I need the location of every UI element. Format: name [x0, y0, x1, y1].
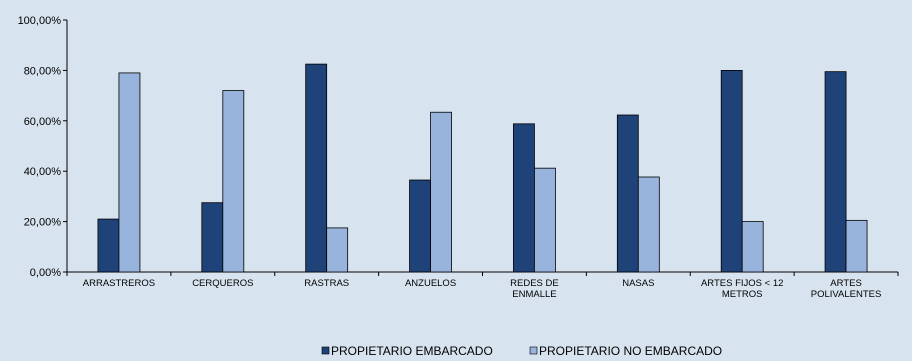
x-tick-label-line: CERQUEROS [192, 278, 253, 289]
bar-series-2 [118, 72, 141, 273]
bar-series-1 [409, 179, 431, 273]
bar-series-2 [637, 176, 660, 273]
x-tick-label: REDES DE ENMALLE [510, 278, 559, 300]
y-tick-label: 80,00% [24, 65, 62, 77]
x-tick-label: ARTES FIJOS < 12 METROS [701, 278, 783, 300]
legend-swatch-1 [321, 346, 330, 355]
x-tick-label: ARTES POLIVALENTES [811, 278, 882, 300]
legend-label-2: PROPIETARIO NO EMBARCADO [539, 344, 722, 358]
bar-series-2 [741, 221, 764, 273]
x-tick-label-line: ANZUELOS [405, 278, 456, 289]
x-tick-label-line: NASAS [622, 278, 654, 289]
x-tick-label-line: POLIVALENTES [811, 289, 882, 300]
bar-series-2 [430, 111, 452, 273]
bar-series-1 [201, 202, 224, 273]
x-tick-label-line: ENMALLE [512, 289, 556, 300]
bar-series-1 [616, 114, 639, 273]
bar-series-1 [305, 63, 328, 273]
x-tick-label-line: ARTES FIJOS < 12 [701, 278, 783, 289]
x-tick-label-line: METROS [722, 289, 763, 300]
bar-series-1 [513, 123, 535, 273]
bar-series-2 [222, 90, 245, 273]
x-tick-label-line: ARRASTREROS [83, 278, 155, 289]
bar-series-2 [534, 167, 556, 273]
y-tick-label: 100,00% [18, 15, 62, 27]
x-tick-label: ANZUELOS [405, 278, 456, 289]
bar-series-1 [720, 70, 743, 273]
x-tick-label-line: RASTRAS [304, 278, 349, 289]
bar-series-1 [824, 71, 847, 273]
x-tick-label: NASAS [622, 278, 654, 289]
y-tick-label: 60,00% [24, 116, 62, 128]
y-tick-label: 0,00% [30, 267, 61, 279]
y-tick-label: 40,00% [24, 166, 62, 178]
x-tick-label: RASTRAS [304, 278, 349, 289]
y-tick-label: 20,00% [24, 217, 62, 229]
x-tick-label-line: REDES DE [510, 278, 559, 289]
legend-swatch-2 [529, 346, 538, 355]
legend-label-1: PROPIETARIO EMBARCADO [331, 344, 493, 358]
x-tick-label: CERQUEROS [192, 278, 253, 289]
x-tick-label-line: ARTES [830, 278, 862, 289]
bar-series-2 [326, 227, 349, 273]
bar-series-2 [845, 219, 868, 273]
bar-series-1 [97, 218, 120, 273]
x-tick-label: ARRASTREROS [83, 278, 155, 289]
